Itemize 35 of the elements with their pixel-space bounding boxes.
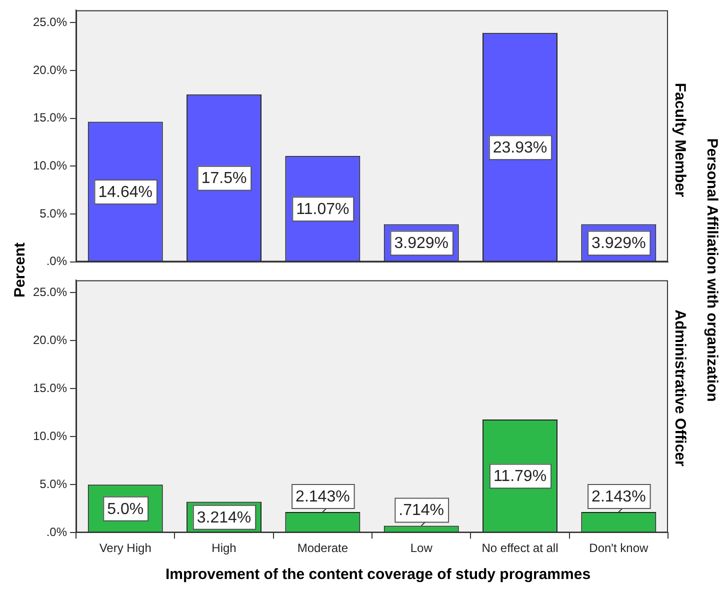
x-tick-label: Don't know <box>589 541 648 556</box>
y-tick-label: 15.0% <box>32 380 68 395</box>
y2-axis-title: Faculty Member <box>672 82 688 198</box>
y-tick-label: 25.0% <box>32 284 68 299</box>
x-tick-label: Low <box>410 541 433 556</box>
y2-axis-title: Administrative Officer <box>672 310 688 466</box>
x-tick-label: Very High <box>99 541 152 556</box>
text: Personal Affiliation with organization <box>704 138 720 402</box>
data-label: 23.93% <box>492 139 548 156</box>
x-axis-title: Improvement of the content coverage of study programmes <box>165 566 591 583</box>
y-tick-label: 5.0% <box>40 476 68 491</box>
y-tick-label: 20.0% <box>32 62 68 77</box>
x-tick-label: No effect at all <box>482 541 558 556</box>
data-label: 3.929% <box>394 235 448 252</box>
data-label: 3.929% <box>592 235 646 252</box>
data-label: 14.64% <box>98 184 152 201</box>
data-label: .714% <box>398 502 444 520</box>
y-tick-label: 10.0% <box>32 158 68 172</box>
y-tick-label: 15.0% <box>32 110 68 125</box>
data-label: 2.143% <box>592 488 646 506</box>
x-tick-label: High <box>212 541 236 556</box>
y-tick-label: 20.0% <box>32 332 68 347</box>
data-label: 3.214% <box>196 509 252 526</box>
data-label: 11.07% <box>296 201 350 218</box>
data-label: 17.5% <box>201 170 247 188</box>
y-tick-label: 5.0% <box>40 206 68 220</box>
data-label: 2.143% <box>296 488 350 506</box>
y-axis-title: Percent <box>12 242 28 298</box>
y-tick-label: .0% <box>46 524 68 539</box>
y-tick-label: 10.0% <box>32 428 68 443</box>
y-tick-label: 25.0% <box>32 14 68 29</box>
y-tick-label: .0% <box>46 254 68 268</box>
data-label: 11.79% <box>493 468 547 486</box>
data-label: 5.0% <box>107 500 144 518</box>
x-tick-label: Moderate <box>297 541 348 556</box>
